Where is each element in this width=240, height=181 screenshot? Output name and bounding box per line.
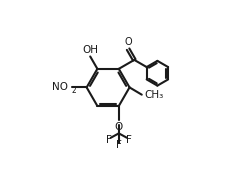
Text: F: F — [106, 135, 112, 145]
Text: NO: NO — [52, 82, 68, 92]
Text: F: F — [126, 135, 132, 145]
Text: O: O — [124, 37, 132, 47]
Text: OH: OH — [83, 45, 99, 54]
Text: F: F — [116, 140, 122, 150]
Text: O: O — [115, 122, 123, 132]
Text: CH₃: CH₃ — [144, 90, 163, 100]
Text: 2: 2 — [71, 86, 76, 95]
